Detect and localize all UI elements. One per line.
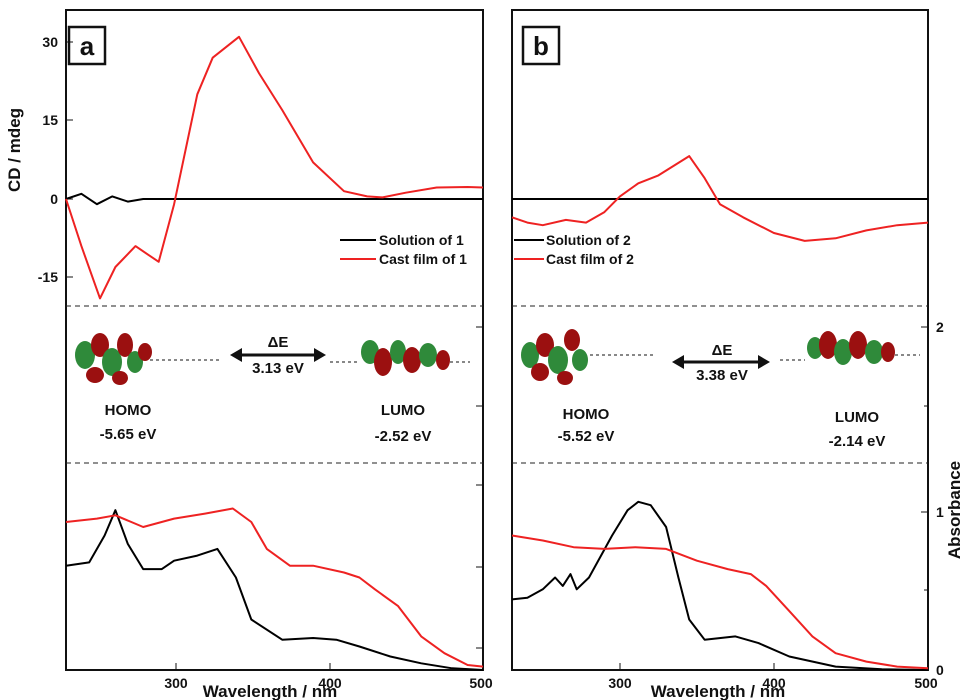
panel-a-xtick-300: 300	[164, 675, 188, 691]
panel-b-xtick-300: 300	[608, 675, 632, 691]
panel-b-homo-label: HOMO	[563, 406, 610, 423]
panel-a-homo-orbital-icon	[75, 333, 220, 385]
right-axis-label: Absorbance	[945, 461, 964, 559]
panel-a-lumo-orbital-icon	[330, 340, 470, 376]
series-line-a-cd-cast-film-of-1	[65, 35, 484, 300]
panel-a-letter: a	[80, 31, 95, 61]
panel-a-right-ticks	[476, 326, 483, 649]
panel-b-xtick-500: 500	[914, 675, 938, 691]
left-axis: 30 15 0 -15 CD / mdeg	[5, 34, 73, 285]
left-tick-minus15: -15	[38, 269, 58, 285]
panel-b-lumo-energy: -2.14 eV	[829, 433, 886, 450]
left-tick-30: 30	[42, 34, 58, 50]
panel-a-delta-value: 3.13 eV	[252, 360, 304, 377]
panel-a-legend: Solution of 1 Cast film of 1	[340, 232, 467, 267]
panel-a-double-arrow-icon	[230, 348, 326, 362]
panel-a-lumo-energy: -2.52 eV	[375, 428, 432, 445]
left-tick-15: 15	[42, 112, 58, 128]
panel-b-x-axis: 300 400 500 Wavelength / nm	[608, 663, 938, 700]
left-tick-0: 0	[50, 191, 58, 207]
panel-a-letter-box	[67, 25, 107, 66]
legend-b-castfilm-label: Cast film of 2	[546, 251, 634, 267]
series-line-a-absorbance-solution-of-1	[65, 509, 484, 671]
panel-a-xtick-500: 500	[469, 675, 493, 691]
panel-a-homo-energy: -5.65 eV	[100, 426, 157, 443]
panel-b-xlabel: Wavelength / nm	[651, 682, 785, 700]
panel-b-double-arrow-icon	[672, 355, 770, 369]
legend-a-castfilm-label: Cast film of 1	[379, 251, 467, 267]
panel-a-delta-label: ΔE	[268, 334, 289, 351]
left-axis-label: CD / mdeg	[5, 108, 24, 192]
panel-b-xtick-400: 400	[762, 675, 786, 691]
panel-a-frame	[65, 9, 484, 671]
series-line-b-cd-cast-film-of-2	[511, 155, 929, 242]
panel-a-lumo-label: LUMO	[381, 402, 425, 419]
series-line-b-absorbance-solution-of-2	[511, 500, 929, 671]
panel-b-letter: b	[533, 31, 549, 61]
panel-b-delta-value: 3.38 eV	[696, 367, 748, 384]
legend-b-solution-label: Solution of 2	[546, 232, 631, 248]
panel-b-delta-label: ΔE	[712, 342, 733, 359]
panel-a-x-axis: 300 400 500 Wavelength / nm	[164, 663, 493, 700]
panel-b-lumo-orbital-icon	[780, 331, 920, 365]
series-line-b-absorbance-cast-film-of-2	[511, 534, 929, 670]
panel-b-homo-energy: -5.52 eV	[558, 428, 615, 445]
panel-a-xtick-400: 400	[318, 675, 342, 691]
right-tick-0: 0	[936, 662, 944, 678]
right-tick-2: 2	[936, 319, 944, 335]
panel-b-lumo-label: LUMO	[835, 409, 879, 426]
panel-a-homo-label: HOMO	[105, 402, 152, 419]
panel-b-homo-orbital-icon	[521, 329, 655, 385]
panel-b-frame	[511, 9, 929, 671]
series-line-a-absorbance-cast-film-of-1	[65, 507, 484, 668]
panel-b-letter-box	[521, 25, 561, 66]
panel-a-xlabel: Wavelength / nm	[203, 682, 337, 700]
series-line-a-cd-solution-of-1	[65, 192, 483, 206]
panel-b-legend: Solution of 2 Cast film of 2	[514, 232, 634, 267]
right-tick-1: 1	[936, 504, 944, 520]
series-layer	[65, 35, 929, 671]
legend-a-solution-label: Solution of 1	[379, 232, 464, 248]
